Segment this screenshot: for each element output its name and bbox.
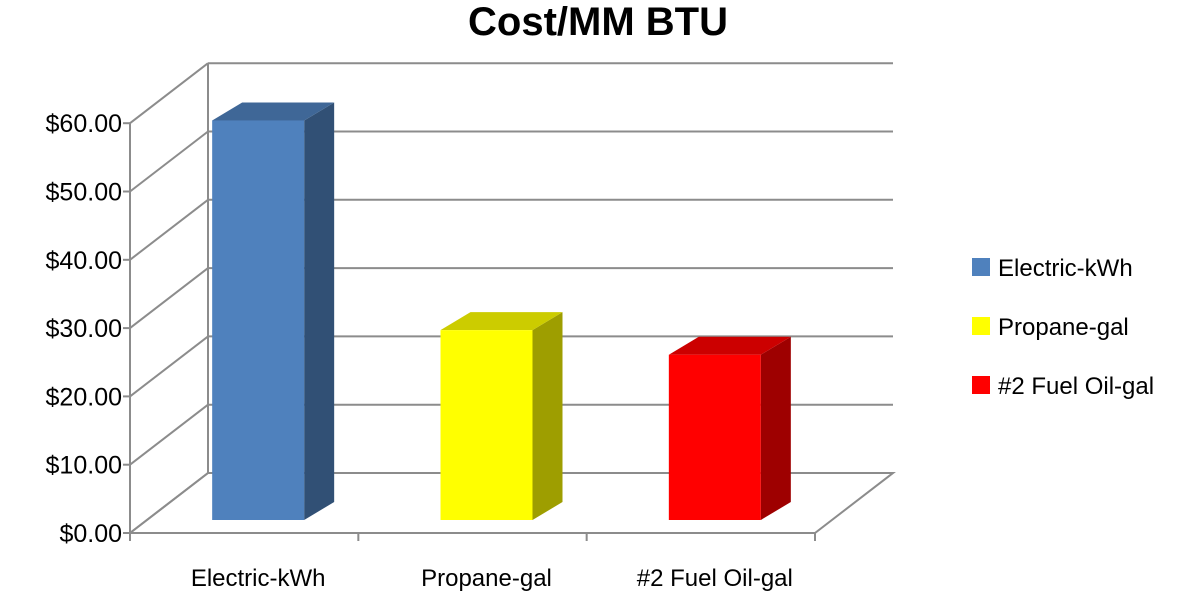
- y-tick-label: $10.00: [46, 452, 122, 480]
- y-axis-tick-labels: $0.00 $10.00 $20.00 $30.00 $40.00 $50.00 $60.0…: [46, 110, 122, 548]
- bar-top-face: [668, 336, 791, 355]
- bar-2: [440, 312, 563, 520]
- y-tick-label: $30.00: [46, 315, 122, 343]
- legend-label: Electric-kWh: [998, 255, 1133, 282]
- x-category-label: #2 Fuel Oil-gal: [637, 565, 793, 592]
- side-gridline: [129, 267, 209, 329]
- legend: Electric-kWh Propane-gal #2 Fuel Oil-gal: [972, 255, 1154, 400]
- side-gridline: [129, 335, 209, 398]
- bar-side-face: [532, 312, 563, 520]
- y-tick-label: $60.00: [46, 110, 122, 138]
- legend-swatch: [972, 317, 990, 335]
- side-gridline: [129, 403, 209, 466]
- legend-swatch: [972, 376, 990, 394]
- bar-top-face: [440, 312, 563, 331]
- chart-title: Cost/MM BTU: [468, 0, 728, 44]
- bar-side-face: [760, 336, 791, 520]
- bar-front-face: [668, 354, 761, 520]
- bar-front-face: [440, 330, 533, 520]
- side-gridline: [129, 472, 209, 534]
- x-axis-category-labels: Electric-kWh Propane-gal #2 Fuel Oil-gal: [191, 565, 793, 592]
- bar-side-face: [304, 102, 335, 520]
- side-gridline: [129, 130, 209, 193]
- y-tick-label: $40.00: [46, 247, 122, 275]
- legend-swatch: [972, 258, 990, 276]
- x-category-label: Electric-kWh: [191, 565, 326, 592]
- axes: [123, 122, 816, 541]
- y-tick-label: $0.00: [59, 520, 122, 548]
- x-category-label: Propane-gal: [421, 565, 552, 592]
- bar-front-face: [212, 120, 305, 520]
- legend-label: #2 Fuel Oil-gal: [998, 373, 1154, 400]
- side-gridline: [129, 62, 209, 124]
- bar-top-face: [212, 102, 335, 121]
- bar-1: [212, 102, 335, 520]
- y-tick-label: $50.00: [46, 179, 122, 207]
- bars: [212, 102, 791, 520]
- bar-3: [668, 336, 791, 520]
- side-gridline: [129, 199, 209, 261]
- legend-label: Propane-gal: [998, 314, 1129, 341]
- y-tick-label: $20.00: [46, 383, 122, 411]
